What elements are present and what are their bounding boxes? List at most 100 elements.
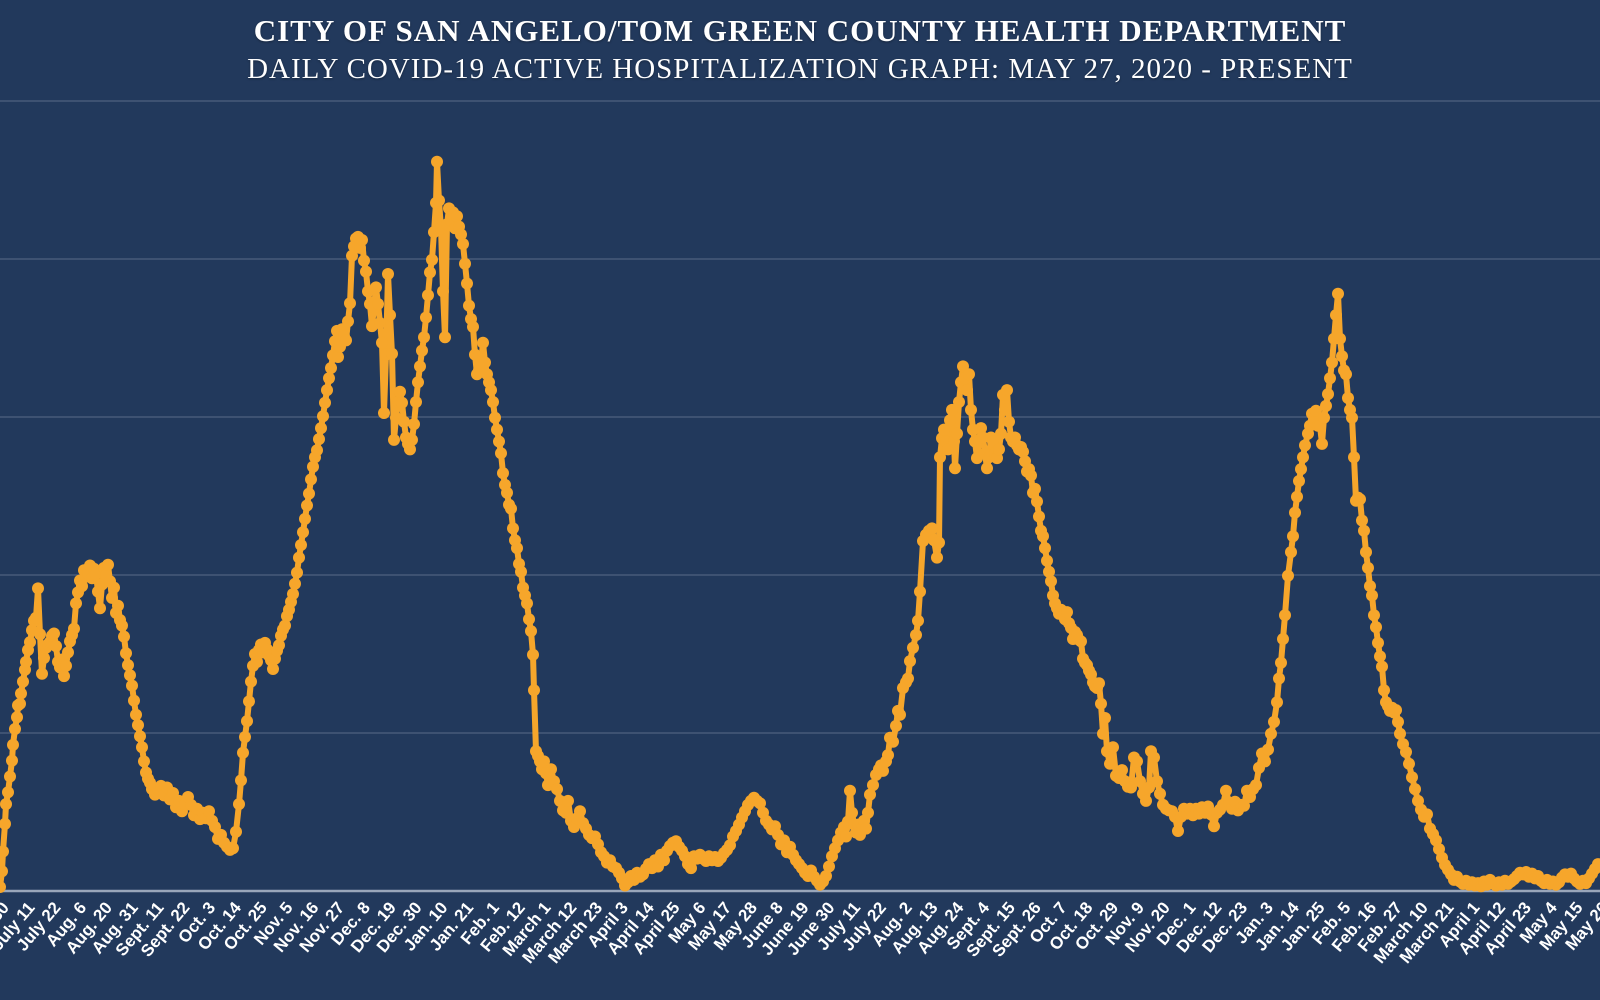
data-point [32, 582, 44, 595]
data-point [844, 784, 856, 797]
data-point [439, 331, 451, 344]
data-point [1041, 554, 1053, 567]
data-point [0, 881, 6, 893]
data-point [1403, 757, 1415, 770]
data-point [289, 577, 301, 590]
data-point [376, 336, 388, 349]
data-point [1358, 524, 1370, 537]
data-point [1093, 677, 1105, 690]
data-point [1400, 746, 1412, 758]
data-point [273, 639, 285, 652]
data-point [396, 396, 408, 409]
data-point [1003, 415, 1015, 428]
data-point [431, 155, 443, 168]
data-point [251, 655, 263, 668]
data-point [305, 473, 317, 486]
data-point [951, 427, 963, 440]
data-point [963, 368, 975, 381]
data-point [1324, 372, 1336, 385]
data-point [1031, 495, 1043, 508]
data-point [1378, 684, 1390, 697]
data-point [904, 655, 916, 668]
data-point [946, 403, 958, 416]
data-point [388, 433, 400, 446]
data-point [1277, 633, 1289, 645]
data-point [313, 433, 325, 446]
data-point [1406, 771, 1418, 784]
data-point [914, 585, 926, 598]
data-point [1131, 755, 1143, 768]
data-point [949, 462, 961, 475]
data-point [112, 599, 124, 612]
data-point [1001, 384, 1013, 397]
data-point [1360, 546, 1372, 559]
data-point [1154, 787, 1166, 800]
data-point [864, 788, 876, 801]
data-point [1366, 589, 1378, 602]
data-point [2, 786, 14, 799]
data-point [342, 315, 354, 328]
data-point [1326, 356, 1338, 369]
data-point [1295, 463, 1307, 476]
data-point [463, 299, 475, 312]
data-point [239, 731, 251, 743]
data-point [94, 602, 106, 615]
data-point [1310, 404, 1322, 417]
data-point [938, 423, 950, 436]
data-point [467, 320, 479, 333]
data-point [303, 487, 315, 500]
data-point [321, 384, 333, 397]
data-point [1025, 469, 1037, 482]
data-point [1075, 635, 1087, 648]
data-point [382, 268, 394, 280]
data-point [227, 842, 239, 855]
data-point [1291, 490, 1303, 503]
data-point [491, 423, 503, 436]
data-point [1273, 672, 1285, 685]
data-point [34, 628, 46, 641]
data-point [412, 376, 424, 389]
data-point [1346, 411, 1358, 424]
data-point [420, 311, 432, 324]
data-point [551, 783, 563, 796]
data-point [1318, 411, 1330, 424]
data-point [7, 738, 19, 751]
data-point [1592, 858, 1600, 871]
data-point [1259, 755, 1271, 768]
data-point [1289, 506, 1301, 519]
data-point [311, 444, 323, 457]
data-point [1279, 609, 1291, 622]
data-point [1172, 825, 1184, 837]
data-point [408, 418, 420, 431]
data-point [965, 403, 977, 416]
data-point [68, 622, 80, 635]
data-point [860, 822, 872, 835]
data-point [479, 356, 491, 369]
data-point [1037, 530, 1049, 543]
data-point [0, 817, 11, 830]
data-point [562, 794, 574, 807]
data-point [1268, 715, 1280, 728]
data-point [1250, 779, 1262, 792]
data-point [1045, 575, 1057, 588]
data-point [995, 427, 1007, 440]
data-point [410, 396, 422, 408]
data-point [1140, 794, 1152, 807]
data-point [416, 344, 428, 357]
data-point [511, 542, 523, 555]
data-point [1099, 712, 1111, 724]
data-point [451, 210, 463, 223]
data-point [993, 443, 1005, 456]
data-point [525, 625, 537, 638]
data-point [975, 422, 987, 435]
data-point [108, 581, 120, 594]
data-point [912, 614, 924, 627]
data-point [1287, 530, 1299, 543]
data-point [862, 806, 874, 819]
data-point [30, 611, 42, 624]
data-point [398, 415, 410, 428]
data-point [658, 854, 670, 867]
data-point [685, 862, 697, 875]
data-point [1097, 727, 1109, 740]
